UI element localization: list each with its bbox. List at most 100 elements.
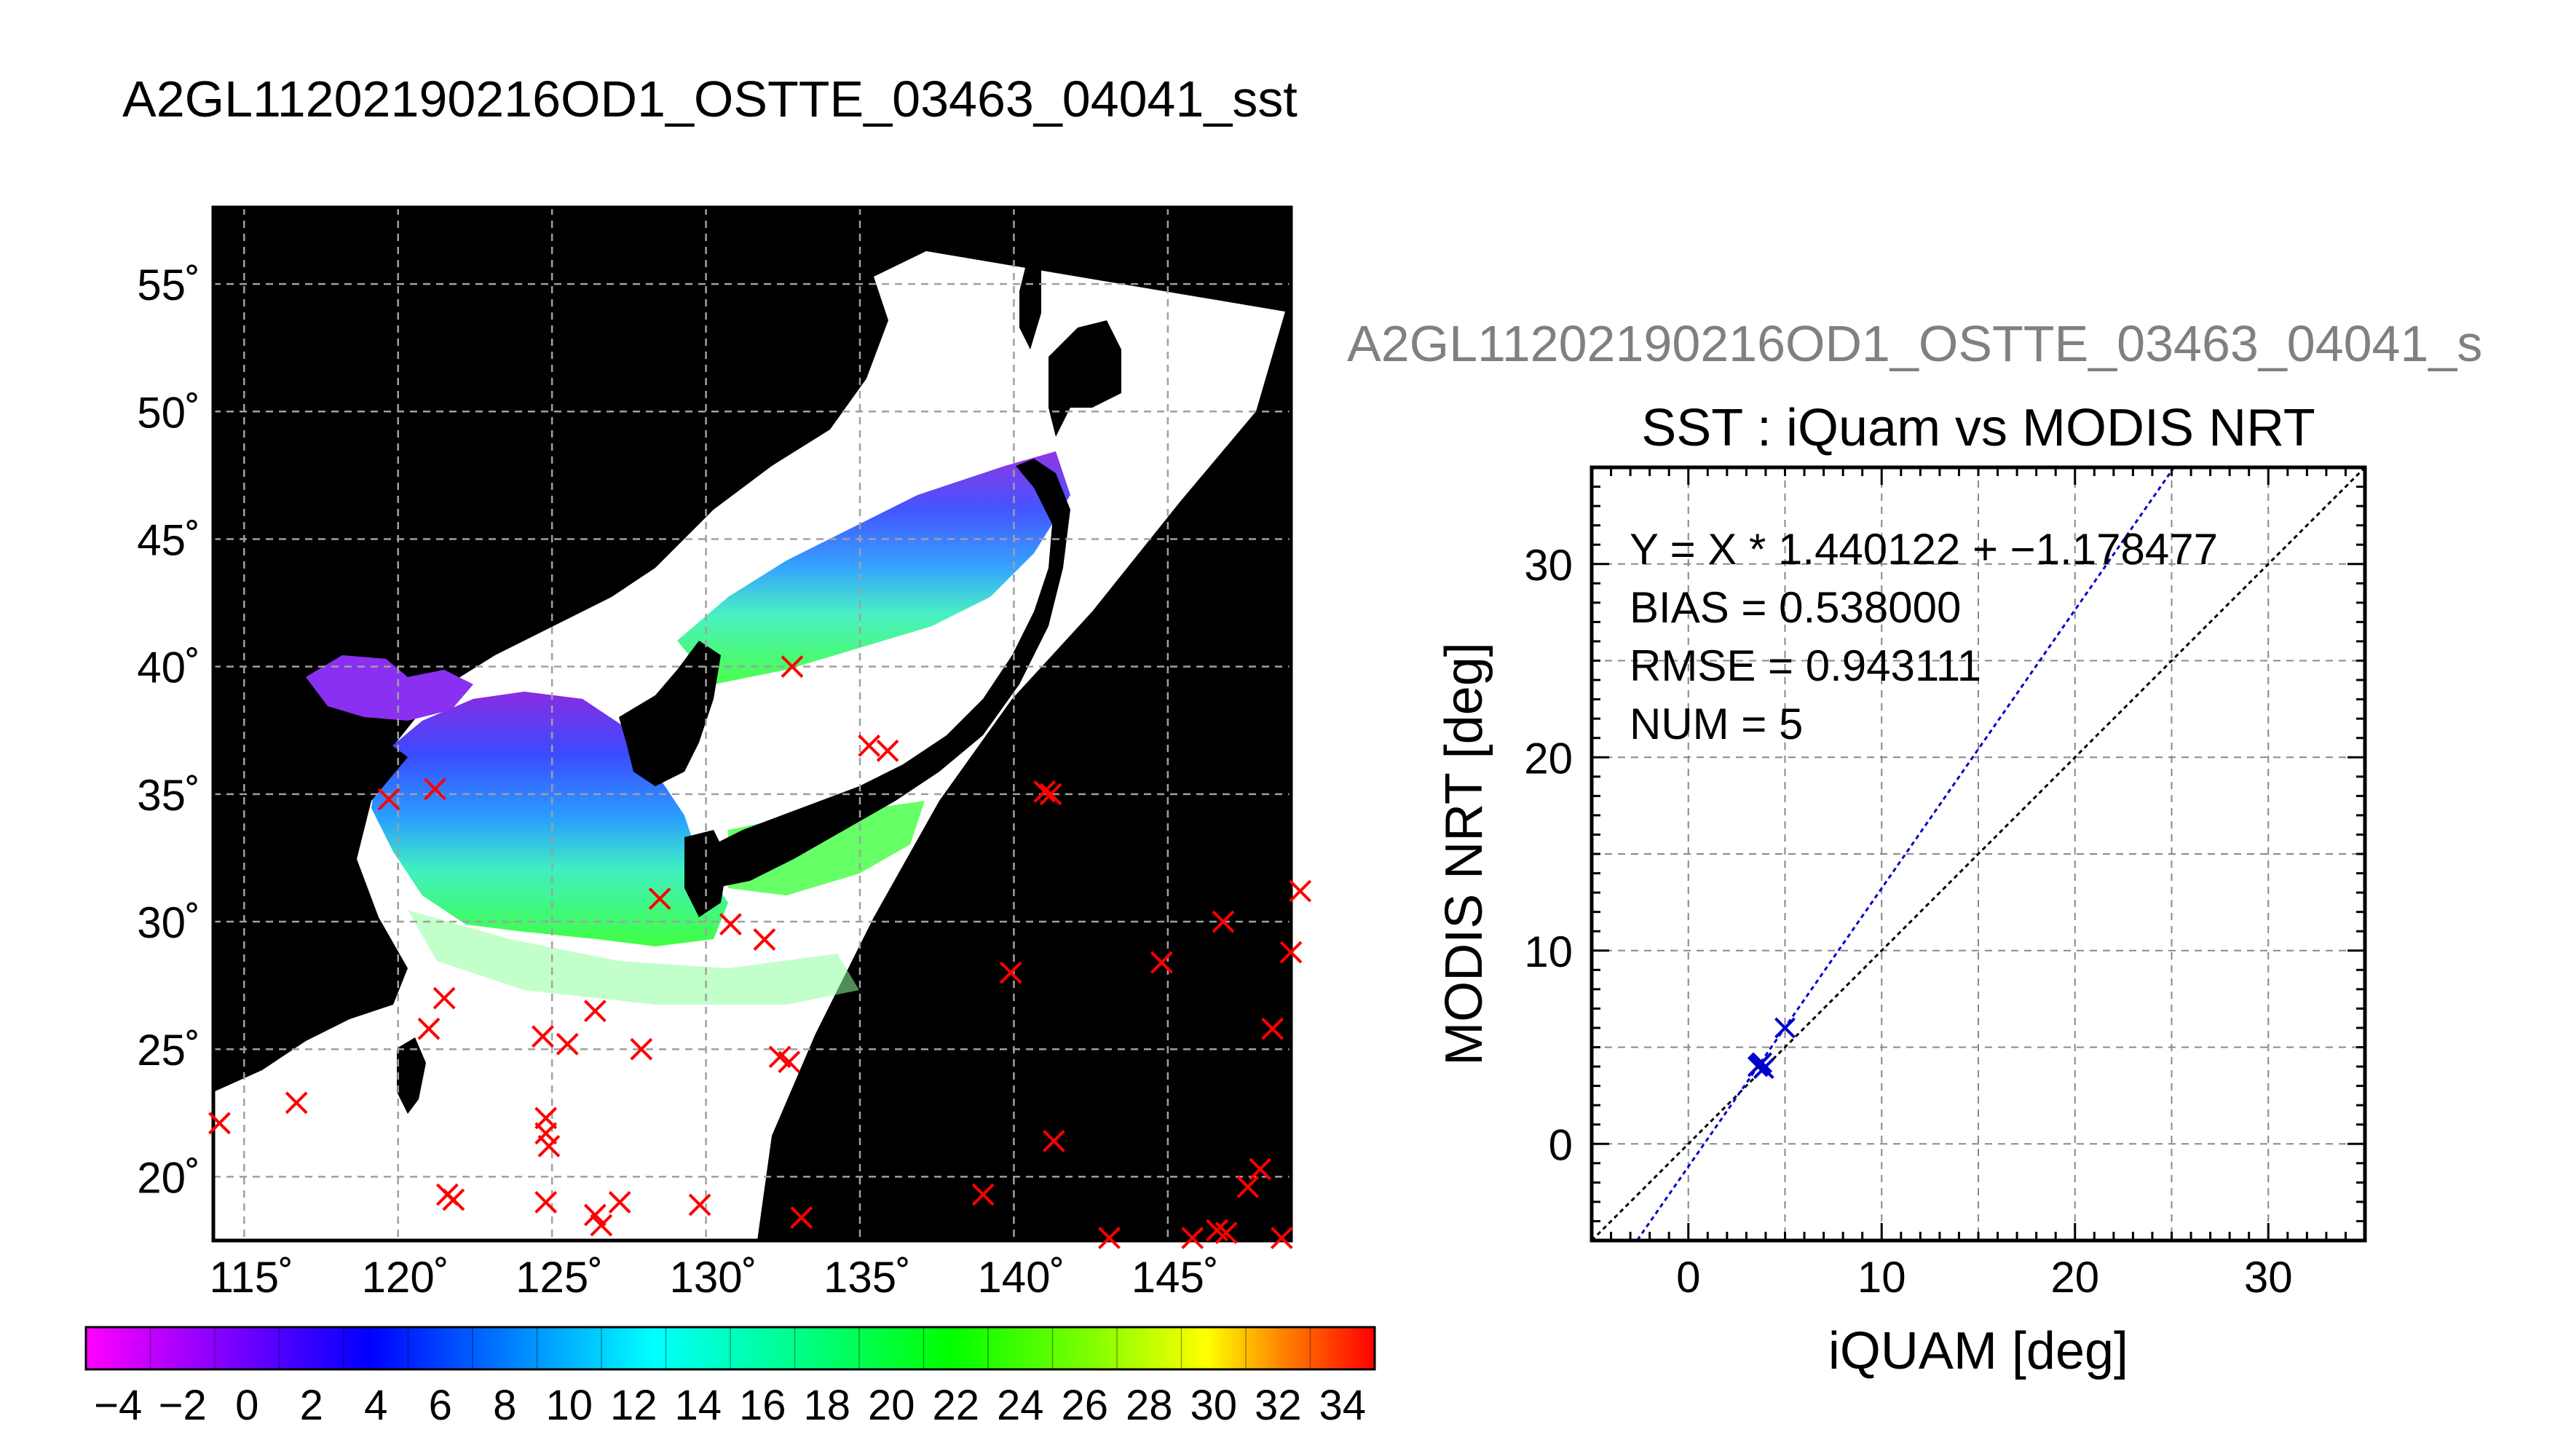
y-tick-label: 0 (1549, 1120, 1573, 1169)
sst-field-bohai (306, 655, 473, 721)
longitude-label: 130˚ (670, 1253, 757, 1302)
longitude-label: 135˚ (824, 1253, 911, 1302)
match-point-marker (1270, 1227, 1293, 1249)
fit-statistics: Y = X * 1.440122 + −1.178477 BIAS = 0.538… (1630, 525, 2218, 748)
match-point-marker (790, 1206, 813, 1229)
x-tick-label: 30 (2244, 1253, 2293, 1302)
latitude-labels: 55˚ 50˚ 45˚ 40˚ 35˚ 30˚ 25˚ 20˚ (137, 261, 200, 1202)
land-china (213, 207, 926, 1092)
longitude-label: 120˚ (362, 1253, 449, 1302)
sst-map: 55˚ 50˚ 45˚ 40˚ 35˚ 30˚ 25˚ 20˚ 115˚ 120˚ 125˚ 130… (137, 205, 1312, 1302)
regression-line (1635, 467, 2176, 1241)
match-point-marker (876, 739, 899, 762)
match-point-marker (442, 1188, 465, 1211)
match-point-marker (1150, 951, 1173, 974)
y-axis-label: MODIS NRT [deg] (1435, 642, 1493, 1066)
match-point-marker (630, 1037, 653, 1061)
y-tick-label: 10 (1524, 927, 1573, 976)
match-point-marker (377, 788, 400, 811)
match-point-marker (1249, 1158, 1272, 1181)
map-frame (211, 205, 1293, 1243)
y-tick-label: 30 (1524, 541, 1573, 590)
match-point-marker (1181, 1227, 1204, 1249)
match-point-marker (417, 1017, 441, 1040)
colorbar-label: 12 (610, 1382, 657, 1429)
longitude-label: 125˚ (516, 1253, 603, 1302)
longitude-label: 140˚ (977, 1253, 1065, 1302)
match-point-marker (590, 1214, 613, 1237)
match-point-marker (1212, 910, 1235, 933)
x-axis-label: iQUAM [deg] (1828, 1322, 2128, 1380)
match-point-marker (608, 1191, 631, 1214)
fit-statistic-line: BIAS = 0.538000 (1630, 583, 1961, 632)
match-point-marker (532, 1025, 554, 1048)
match-point-marker (1279, 941, 1303, 964)
x-tick-label: 20 (2050, 1253, 2099, 1302)
land-japan-honshu (699, 459, 1070, 888)
match-point-marker (556, 1032, 579, 1056)
latitude-label: 30˚ (137, 898, 200, 947)
fit-statistic-line: Y = X * 1.440122 + −1.178477 (1630, 525, 2218, 574)
colorbar-label: 24 (997, 1382, 1044, 1429)
scatter-plot: 0 10 20 30 0 10 20 30 Y = X * 1.440122 + −1.17… (1435, 465, 2367, 1380)
match-point-marker (285, 1091, 308, 1115)
match-point-marker (858, 734, 881, 757)
colorbar-label: 6 (429, 1382, 452, 1429)
colorbar: −4 −2 0 2 4 6 8 10 12 14 16 18 20 22 24 26 28 30 32 34 (84, 1326, 1376, 1429)
colorbar-ramp (84, 1326, 1376, 1371)
match-point-marker (1033, 780, 1057, 803)
match-point-marker (1261, 1017, 1284, 1040)
match-point-marker (778, 1051, 801, 1074)
sst-field-north (677, 451, 1070, 684)
match-point-marker (1042, 1129, 1065, 1152)
y-tick-label: 20 (1524, 734, 1573, 783)
figure-title: A2GL11202190216OD1_OSTTE_03463_04041_sst (122, 71, 1298, 127)
colorbar-label: 16 (739, 1382, 786, 1429)
match-point-marker (583, 1000, 607, 1023)
colorbar-label: 28 (1126, 1382, 1173, 1429)
scatter-point (1749, 1053, 1771, 1075)
plot-lines (1592, 467, 2365, 1241)
match-point-marker (753, 928, 776, 951)
match-point-marker (534, 1122, 558, 1145)
colorbar-label: 10 (545, 1382, 593, 1429)
land-taiwan (397, 1037, 426, 1114)
colorbar-label: 20 (868, 1382, 915, 1429)
latitude-label: 20˚ (137, 1153, 200, 1202)
match-point-marker (1039, 783, 1062, 806)
longitude-label: 145˚ (1132, 1253, 1219, 1302)
latitude-label: 40˚ (137, 644, 200, 692)
match-point-marker (537, 1134, 561, 1158)
match-point-marker (208, 1112, 231, 1135)
latitude-label: 55˚ (137, 261, 200, 309)
colorbar-labels: −4 −2 0 2 4 6 8 10 12 14 16 18 20 22 24 26 28 30 32 34 (94, 1382, 1366, 1429)
fit-statistic-line: RMSE = 0.943111 (1630, 641, 1981, 690)
plot-ticks (1590, 466, 2366, 1242)
match-point-marker (1289, 879, 1312, 903)
colorbar-label: −4 (94, 1382, 142, 1429)
land-hokkaido (1049, 320, 1121, 437)
x-tick-label: 0 (1676, 1253, 1700, 1302)
scatter-subtitle: A2GL11202190216OD1_OSTTE_03463_04041_s (1347, 315, 2482, 372)
latitude-label: 45˚ (137, 515, 200, 564)
y-tick-labels: 0 10 20 30 (1524, 541, 1573, 1170)
colorbar-label: 8 (493, 1382, 516, 1429)
colorbar-label: 0 (235, 1382, 258, 1429)
colorbar-label: 22 (932, 1382, 979, 1429)
identity-line (1592, 467, 2365, 1241)
scatter-point (1774, 1017, 1796, 1039)
colorbar-label: 30 (1190, 1382, 1237, 1429)
land-korea (619, 641, 721, 786)
x-tick-label: 10 (1857, 1253, 1906, 1302)
match-point-marker (971, 1183, 995, 1206)
match-point-marker (719, 913, 742, 935)
match-point-marker (424, 778, 446, 801)
colorbar-label: −2 (159, 1382, 207, 1429)
match-point-marker (781, 655, 804, 678)
map-grid (213, 207, 1291, 1241)
colorbar-label: 34 (1319, 1382, 1366, 1429)
land-sakhalin (1019, 262, 1041, 349)
colorbar-label: 4 (364, 1382, 387, 1429)
colorbar-label: 32 (1255, 1382, 1302, 1429)
